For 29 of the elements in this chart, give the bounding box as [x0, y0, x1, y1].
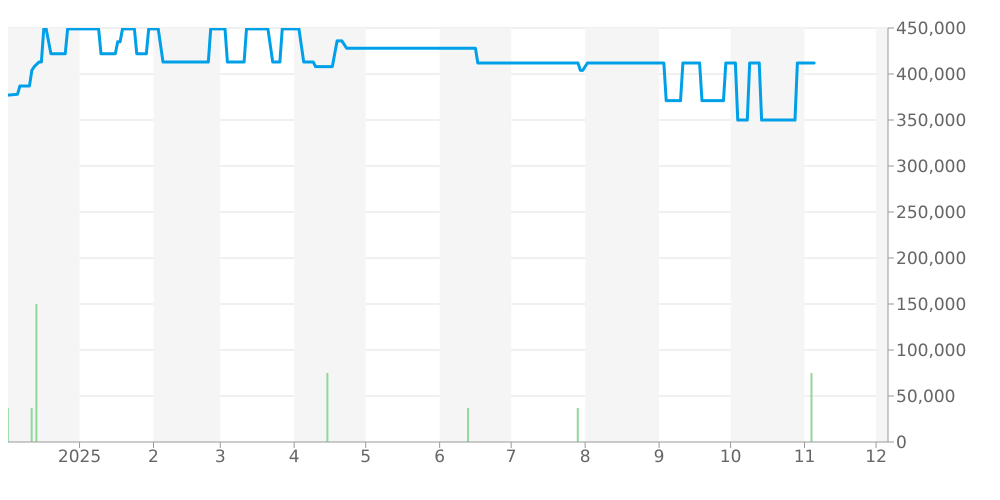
bar [810, 373, 812, 442]
y-tick-label: 400,000 [896, 65, 966, 86]
x-tick-label: 6 [434, 447, 446, 468]
x-tick-label: 4 [288, 447, 300, 468]
x-tick-label: 2 [148, 447, 159, 468]
x-tick-label: 11 [794, 447, 816, 468]
x-tick-label: 7 [506, 447, 517, 468]
x-tick-label: 2025 [58, 447, 102, 468]
x-tick-label: 10 [720, 447, 742, 468]
x-tick-label: 3 [214, 447, 226, 468]
x-tick-label: 12 [865, 447, 887, 468]
bar [576, 408, 579, 442]
y-tick-label: 450,000 [896, 19, 966, 40]
y-tick-label: 50,000 [896, 387, 956, 408]
bar [326, 373, 328, 442]
x-tick-label: 9 [654, 447, 664, 468]
y-tick-label: 100,000 [896, 341, 966, 362]
x-tick-label: 5 [360, 447, 372, 468]
y-tick-label: 300,000 [896, 157, 966, 178]
bar [467, 408, 470, 442]
bar [35, 304, 38, 442]
bar [30, 408, 33, 442]
line-series [8, 28, 816, 122]
y-tick-label: 350,000 [896, 111, 966, 132]
y-tick-label: 150,000 [896, 295, 966, 316]
y-tick-label: 0 [896, 433, 907, 454]
y-tick-label: 200,000 [896, 249, 966, 270]
y-tick-label: 250,000 [896, 203, 966, 224]
x-tick-label: 8 [580, 447, 591, 468]
